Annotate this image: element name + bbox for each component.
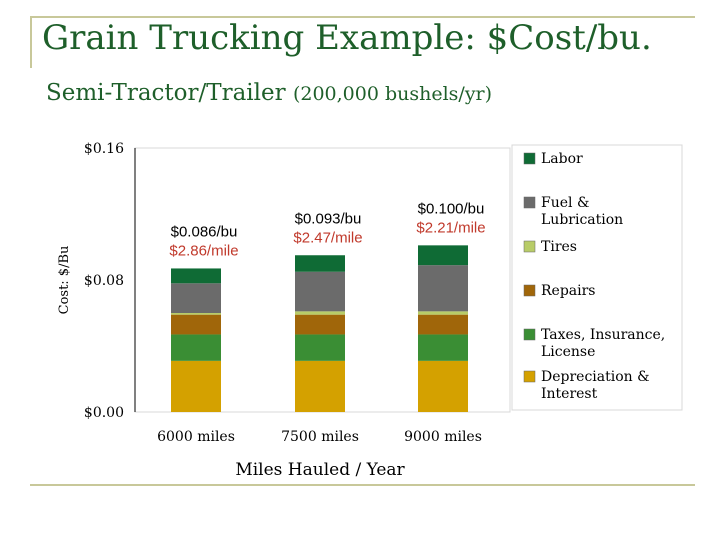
subtitle-main: Semi-Tractor/Trailer xyxy=(46,80,286,106)
bar-segment xyxy=(418,265,468,312)
y-tick-label: $0.00 xyxy=(84,405,124,421)
legend-label: Depreciation & xyxy=(541,369,650,385)
x-tick-label: 9000 miles xyxy=(404,429,482,445)
bar-segment xyxy=(418,245,468,266)
legend-swatch xyxy=(523,284,536,297)
title-rule-left xyxy=(30,18,32,68)
title-rule-top xyxy=(30,16,695,18)
subtitle-paren: (200,000 bushels/yr) xyxy=(292,83,493,105)
x-tick-label: 7500 miles xyxy=(281,429,359,445)
bar-segment xyxy=(295,271,345,312)
bar-segment xyxy=(171,314,221,335)
bar-segment xyxy=(418,360,468,412)
y-tick-label: $0.16 xyxy=(84,141,124,157)
legend-label: Fuel & xyxy=(541,195,589,211)
annotation-per-mile: $2.47/mile xyxy=(293,229,362,246)
legend-swatch xyxy=(523,370,536,383)
legend-label: License xyxy=(541,344,595,360)
legend-swatch xyxy=(523,196,536,209)
bar-segment xyxy=(418,311,468,315)
legend-label: Tires xyxy=(541,239,577,255)
y-axis-label: Cost: $/Bu xyxy=(57,246,72,315)
annotation-per-bushel: $0.100/bu xyxy=(418,200,485,217)
legend-swatch xyxy=(523,152,536,165)
bar-segment xyxy=(171,283,221,313)
footer-rule xyxy=(30,484,695,486)
legend-box xyxy=(511,144,683,411)
bar-segment xyxy=(295,360,345,412)
annotation-per-bushel: $0.086/bu xyxy=(171,223,238,240)
bar-segment xyxy=(295,311,345,315)
legend-swatch xyxy=(523,328,536,341)
bar-segment xyxy=(295,334,345,361)
legend-label: Taxes, Insurance, xyxy=(541,327,665,343)
page-title: Grain Trucking Example: $Cost/bu. xyxy=(42,18,652,58)
bar-segment xyxy=(171,313,221,315)
bar-segment xyxy=(295,255,345,272)
y-tick-label: $0.08 xyxy=(84,273,124,289)
annotation-per-mile: $2.21/mile xyxy=(416,219,485,236)
annotation-per-bushel: $0.093/bu xyxy=(295,210,362,227)
legend-label: Repairs xyxy=(541,283,596,299)
x-tick-label: 6000 miles xyxy=(157,429,235,445)
annotation-per-mile: $2.86/mile xyxy=(169,242,238,259)
legend-label: Lubrication xyxy=(541,212,623,228)
x-axis-label: Miles Hauled / Year xyxy=(235,460,405,480)
page-subtitle: Semi-Tractor/Trailer (200,000 bushels/yr… xyxy=(46,80,492,106)
legend-label: Interest xyxy=(541,386,598,402)
bar-segment xyxy=(418,334,468,361)
bar-segment xyxy=(171,268,221,284)
legend-swatch xyxy=(523,240,536,253)
bar-segment xyxy=(171,360,221,412)
legend-label: Labor xyxy=(541,151,583,167)
bar-segment xyxy=(295,314,345,335)
bar-segment xyxy=(418,314,468,335)
bar-segment xyxy=(171,334,221,361)
